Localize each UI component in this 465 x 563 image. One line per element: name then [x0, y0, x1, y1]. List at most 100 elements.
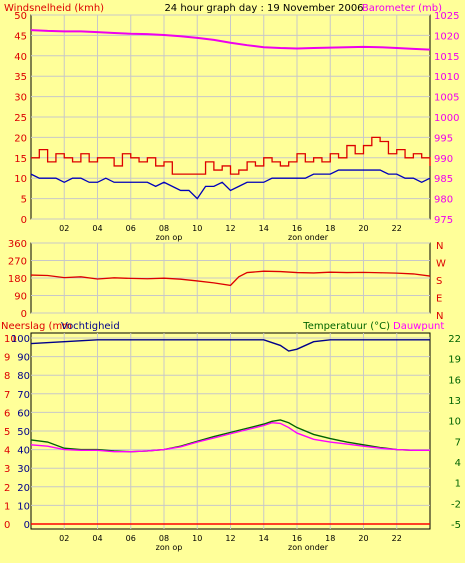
barometer-tick-label: 1000 [434, 113, 459, 124]
wind-axis-title: Windsnelheid (kmh) [4, 3, 104, 14]
wind-tick-label: 10 [14, 174, 27, 185]
temperature-tick-label: 10 [448, 417, 461, 428]
compass-letter: E [436, 294, 442, 305]
rain-tick-label: 6 [4, 408, 10, 419]
wind-tick-label: 30 [14, 93, 27, 104]
humidity-axis-title: Vochtigheid [61, 321, 120, 332]
graph-title: 24 hour graph day : 19 November 2006 [164, 3, 363, 14]
barometer-tick-label: 990 [434, 154, 453, 165]
humidity-tick-label: 20 [17, 483, 30, 494]
x-tick-label: 18 [325, 224, 335, 233]
barometer-tick-label: 1010 [434, 72, 459, 83]
sunrise-label-2: zon op [156, 543, 183, 552]
barometer-tick-label: 1025 [434, 11, 459, 22]
barometer-tick-label: 1015 [434, 52, 459, 63]
humidity-tick-label: 10 [17, 501, 30, 512]
temperature-tick-label: 16 [448, 375, 461, 386]
temperature-tick-label: 13 [448, 396, 461, 407]
temperature-tick-label: 22 [448, 334, 461, 345]
x-tick-label: 20 [358, 534, 368, 543]
humidity-tick-label: 40 [17, 446, 30, 457]
barometer-tick-label: 995 [434, 133, 453, 144]
panel3-lines [30, 339, 430, 525]
barometer-tick-label: 1020 [434, 31, 459, 42]
x-tick-label: 04 [92, 224, 102, 233]
humidity-tick-label: 0 [24, 520, 30, 531]
x-tick-label: 10 [192, 224, 202, 233]
panel3-x-ticks: 02 04 06 08 10 12 14 16 18 20 22 [59, 534, 402, 543]
wind-tick-label: 45 [14, 31, 27, 42]
rain-axis-ticks: 0 1 2 3 4 5 6 7 8 9 10 [4, 334, 17, 531]
barometer-line [30, 29, 431, 51]
temperature-tick-label: -5 [451, 520, 461, 531]
gust-line [31, 136, 431, 175]
temperature-axis-title: Temperatuur (°C) [302, 321, 390, 332]
x-tick-label: 16 [292, 534, 302, 543]
x-tick-label: 22 [392, 534, 402, 543]
direction-tick-label: 180 [8, 274, 27, 285]
sunset-label: zon onder [288, 233, 329, 242]
wind-tick-label: 35 [14, 72, 27, 83]
wind-tick-label: 40 [14, 52, 27, 63]
x-tick-label: 12 [225, 224, 235, 233]
humidity-tick-label: 70 [17, 390, 30, 401]
wind-line [30, 169, 431, 200]
barometer-tick-label: 1005 [434, 93, 459, 104]
rain-tick-label: 2 [4, 483, 10, 494]
rain-tick-label: 8 [4, 371, 10, 382]
barometer-tick-label: 985 [434, 174, 453, 185]
rain-tick-label: 7 [4, 390, 10, 401]
x-tick-label: 14 [259, 534, 269, 543]
barometer-axis-ticks: 975 980 985 990 995 1000 1005 1010 1015 1020 1025 [434, 11, 459, 226]
direction-axis-ticks: 0 90 180 270 360 [8, 239, 27, 320]
direction-tick-label: 0 [21, 309, 27, 320]
rain-tick-label: 0 [4, 520, 10, 531]
panel1-lines [30, 29, 431, 200]
wind-axis-ticks: 0 5 10 15 20 25 30 35 40 45 50 [14, 11, 27, 226]
wind-tick-label: 0 [21, 215, 27, 226]
wind-tick-label: 5 [21, 195, 27, 206]
temperature-axis-ticks: -5 -2 1 4 7 10 13 16 19 22 [448, 334, 461, 531]
dewpoint-axis-title: Dauwpunt [393, 321, 444, 332]
panel2-lines [30, 270, 431, 287]
x-tick-label: 06 [126, 534, 136, 543]
humidity-line [30, 339, 430, 352]
direction-tick-label: 90 [14, 292, 27, 303]
wind-tick-label: 20 [14, 133, 27, 144]
rain-tick-label: 1 [4, 501, 10, 512]
direction-tick-label: 270 [8, 257, 27, 268]
dewpoint-line [30, 422, 430, 453]
barometer-tick-label: 975 [434, 215, 453, 226]
temperature-tick-label: 19 [448, 355, 461, 366]
humidity-axis-ticks: 0 10 20 30 40 50 60 70 80 90 100 [11, 334, 30, 531]
panel2-grid [31, 242, 430, 314]
rain-tick-label: 3 [4, 464, 10, 475]
wind-tick-label: 50 [14, 11, 27, 22]
direction-line [30, 270, 431, 287]
direction-tick-label: 360 [8, 239, 27, 250]
humidity-tick-label: 90 [17, 353, 30, 364]
sunrise-label: zon op [156, 233, 183, 242]
rain-tick-label: 4 [4, 446, 10, 457]
x-tick-label: 02 [59, 534, 69, 543]
compass-letter: N [436, 311, 443, 322]
x-tick-label: 06 [126, 224, 136, 233]
humidity-tick-label: 80 [17, 371, 30, 382]
x-tick-label: 14 [259, 224, 269, 233]
humidity-tick-label: 60 [17, 408, 30, 419]
x-tick-label: 12 [225, 534, 235, 543]
wind-tick-label: 15 [14, 154, 27, 165]
humidity-tick-label: 30 [17, 464, 30, 475]
rain-tick-label: 5 [4, 427, 10, 438]
compass-letter: W [436, 259, 446, 270]
compass-letter: N [436, 241, 443, 252]
barometer-axis-title: Barometer (mb) [362, 3, 442, 14]
x-tick-label: 04 [92, 534, 102, 543]
panel1-x-ticks: 02 04 06 08 10 12 14 16 18 20 22 [59, 224, 402, 233]
x-tick-label: 10 [192, 534, 202, 543]
barometer-tick-label: 980 [434, 195, 453, 206]
